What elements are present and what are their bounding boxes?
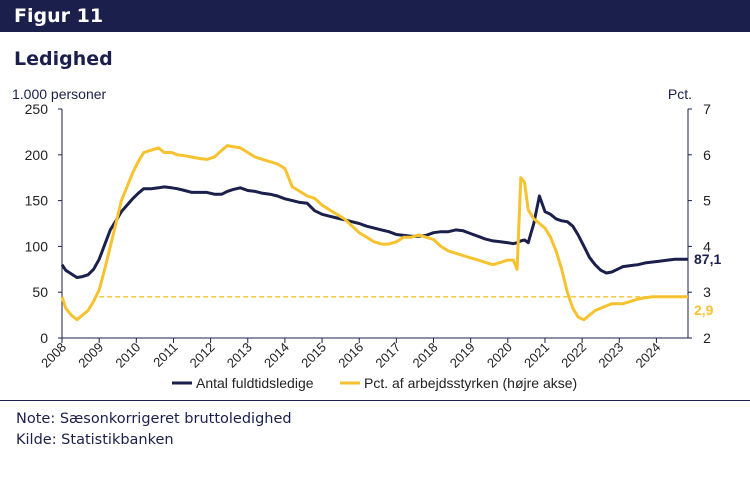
right-tick-label: 7 xyxy=(703,101,711,117)
right-tick-label: 2 xyxy=(703,330,711,346)
left-tick-label: 0 xyxy=(40,330,48,346)
series-line-0 xyxy=(60,185,688,279)
footnote-divider xyxy=(0,400,750,401)
x-tick-label: 2017 xyxy=(372,340,403,371)
header-bar: Figur 11 xyxy=(0,0,750,32)
x-tick-label: 2022 xyxy=(558,340,589,371)
x-tick-label: 2015 xyxy=(298,340,329,371)
x-tick-label: 2009 xyxy=(75,340,106,371)
x-tick-label: 2011 xyxy=(150,340,180,370)
left-tick-label: 50 xyxy=(32,284,48,300)
chart-title: Ledighed xyxy=(14,48,113,70)
note-text: Note: Sæsonkorrigeret bruttoledighed xyxy=(16,411,292,427)
series-line-1 xyxy=(60,144,688,322)
series-end-label: 87,1 xyxy=(694,251,721,267)
right-axis-unit: Pct. xyxy=(668,86,692,102)
left-tick-label: 100 xyxy=(25,238,49,254)
legend-label: Antal fuldtidsledige xyxy=(196,375,314,391)
left-tick-label: 200 xyxy=(25,147,49,163)
right-tick-label: 5 xyxy=(703,193,711,209)
x-tick-label: 2021 xyxy=(521,340,552,371)
legend-label: Pct. af arbejdsstyrken (højre akse) xyxy=(364,375,577,391)
left-axis-unit: 1.000 personer xyxy=(12,86,107,102)
source-text: Kilde: Statistikbanken xyxy=(16,432,174,448)
x-tick-label: 2020 xyxy=(484,340,515,371)
x-tick-label: 2014 xyxy=(261,340,292,371)
right-tick-label: 4 xyxy=(703,238,711,254)
chart: 1.000 personer Pct. 0 50 100 150 200 250 2 3 4 5 6 7 2… xyxy=(12,86,721,391)
x-tick-label: 2018 xyxy=(410,340,441,371)
x-tick-label: 2024 xyxy=(632,340,663,371)
x-tick-label: 2013 xyxy=(224,340,255,371)
left-tick-label: 150 xyxy=(25,193,49,209)
right-tick-label: 3 xyxy=(703,284,711,300)
x-tick-label: 2010 xyxy=(112,340,143,371)
right-tick-label: 6 xyxy=(703,147,711,163)
left-tick-label: 250 xyxy=(25,101,49,117)
figure-label: Figur 11 xyxy=(14,5,104,27)
x-tick-label: 2023 xyxy=(595,340,626,371)
x-tick-label: 2016 xyxy=(335,340,366,371)
x-tick-label: 2012 xyxy=(187,340,218,371)
x-tick-label: 2019 xyxy=(447,340,478,371)
series-end-label: 2,9 xyxy=(694,302,714,318)
